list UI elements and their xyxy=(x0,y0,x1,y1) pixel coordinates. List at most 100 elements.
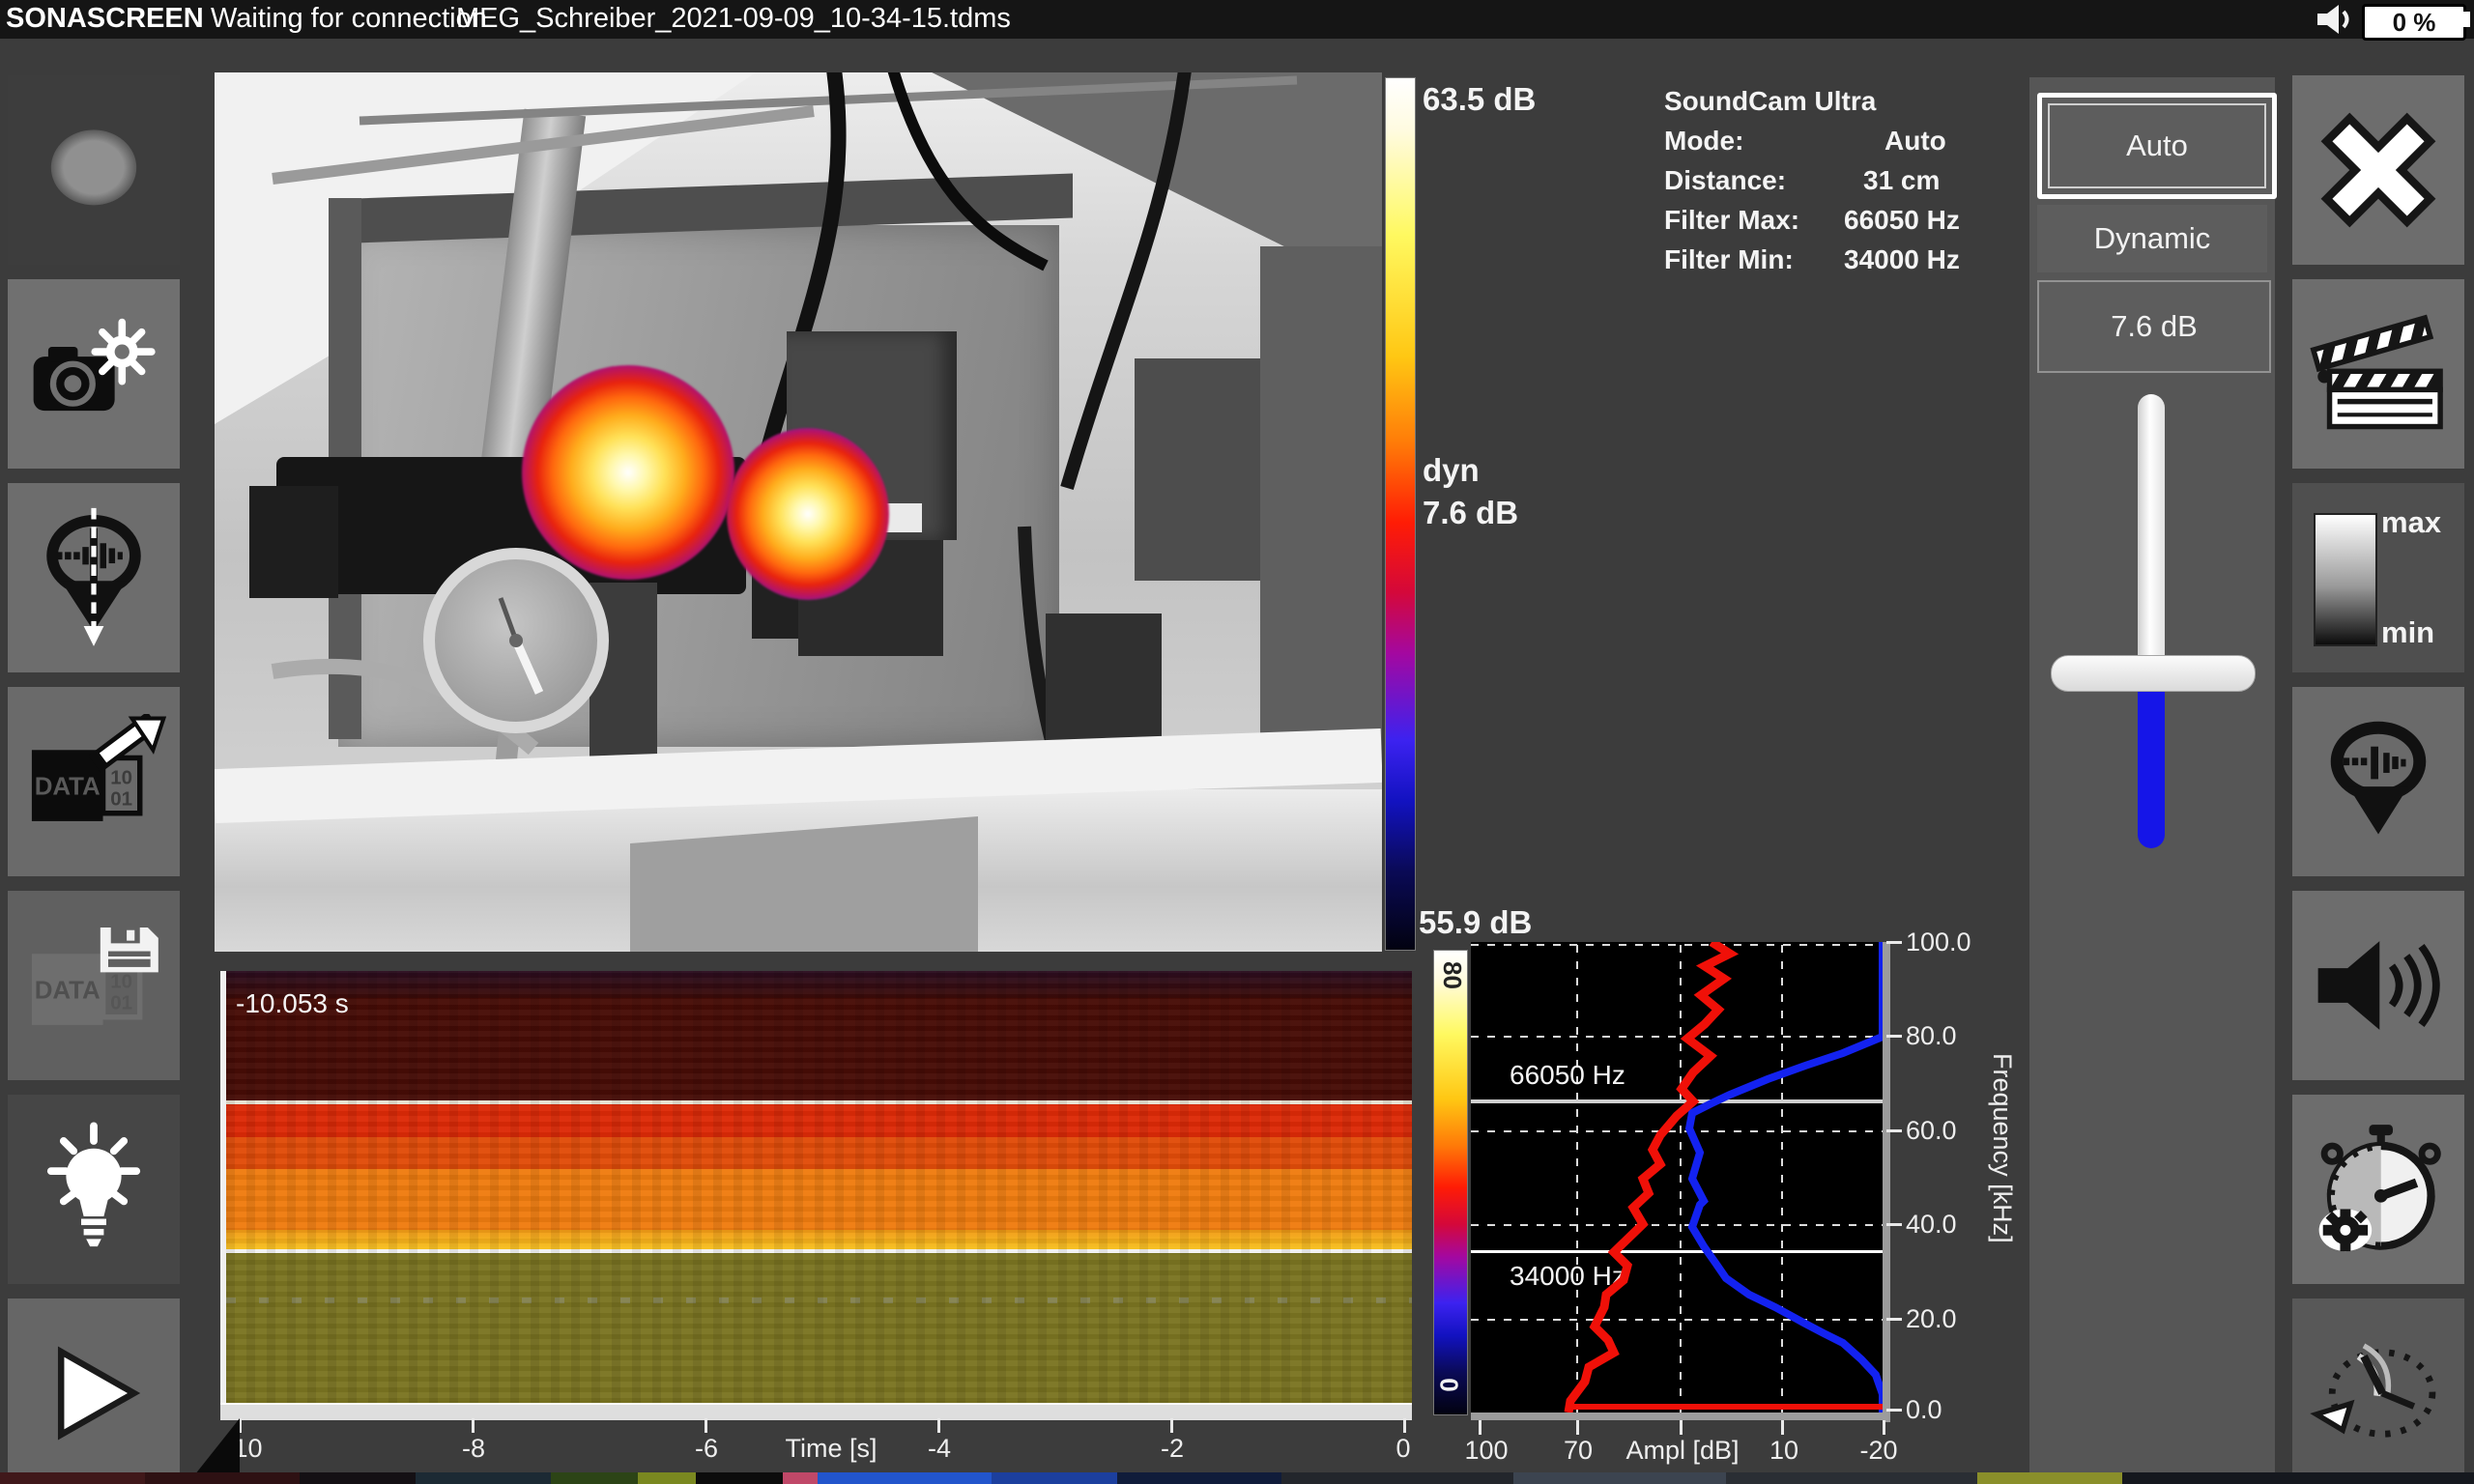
info-label: Distance: xyxy=(1664,165,1787,195)
info-label: Filter Min: xyxy=(1664,244,1794,274)
colorbar-dyn-value: 7.6 dB xyxy=(1423,495,1519,530)
info-value: 34000 Hz xyxy=(1844,244,1960,274)
locate-source-button-right[interactable] xyxy=(2292,687,2464,876)
spectrum-colorbar-min: 0 xyxy=(1434,1378,1464,1392)
mode-auto-label: Auto xyxy=(2126,128,2188,162)
snapshot-button[interactable] xyxy=(8,279,180,469)
camera-view[interactable] xyxy=(215,72,1382,952)
spectrum-plot[interactable]: 66050 Hz 34000 Hz xyxy=(1471,942,1883,1413)
camera-flash-icon xyxy=(33,318,156,412)
svg-text:01: 01 xyxy=(110,992,132,1014)
dynamic-slider-track-upper[interactable] xyxy=(2138,394,2165,661)
battery-level: 0 % xyxy=(2392,7,2436,37)
spectrum-curves xyxy=(1564,942,1883,1413)
filter-min-line xyxy=(1471,1250,1883,1253)
speaker-icon xyxy=(2317,5,2349,34)
close-x-icon xyxy=(2320,112,2436,228)
dynamic-value-button[interactable]: 7.6 dB xyxy=(2037,280,2271,373)
right-unit xyxy=(1135,358,1280,581)
freq-tick: 80.0 xyxy=(1906,1021,1957,1050)
data-save-button[interactable]: DATA 10 01 xyxy=(8,891,180,1080)
freq-axis-label: Frequency [kHz] xyxy=(1988,1053,2017,1243)
speaker-waves-icon xyxy=(2317,941,2440,1030)
freq-axis-bar xyxy=(1883,942,1890,1422)
svg-text:DATA: DATA xyxy=(35,774,101,801)
battery-indicator: 0 % xyxy=(2362,4,2466,41)
spectrum-colorbar xyxy=(1433,950,1468,1415)
close-button[interactable] xyxy=(2292,75,2464,265)
locate-source-button[interactable] xyxy=(8,483,180,672)
colorbar-min-value: 55.9 dB xyxy=(1419,904,1533,940)
time-tick: 0 xyxy=(1395,1434,1411,1463)
ampl-axis-label: Ampl [dB] xyxy=(1625,1436,1740,1465)
svg-text:10: 10 xyxy=(110,971,132,993)
clapperboard-icon xyxy=(2310,314,2443,430)
info-label: Mode: xyxy=(1664,126,1744,156)
timer-settings-button[interactable] xyxy=(2292,1095,2464,1284)
data-save-icon: DATA 10 01 xyxy=(31,928,158,1025)
stopwatch-gear-icon xyxy=(2318,1125,2441,1252)
app-title: SONASCREEN xyxy=(6,3,204,34)
svg-text:DATA: DATA xyxy=(35,978,101,1005)
spectrum-colorbar-max: 80 xyxy=(1437,961,1467,989)
record-circle-icon xyxy=(50,129,137,206)
dynamic-slider-track-lower[interactable] xyxy=(2138,688,2165,848)
colorbar-dyn-label: dyn xyxy=(1423,452,1480,488)
time-tick: -8 xyxy=(461,1434,486,1463)
record-button[interactable] xyxy=(8,75,180,265)
bulb-icon xyxy=(46,1122,141,1247)
battery-nub xyxy=(2463,12,2470,27)
threshold-curve xyxy=(1684,942,1883,1413)
info-value: Auto xyxy=(1884,126,1946,156)
audio-button[interactable] xyxy=(2292,891,2464,1080)
ampl-axis-bar xyxy=(1471,1413,1890,1420)
grayscale-button[interactable]: max min xyxy=(2292,483,2464,672)
manifold-end xyxy=(249,486,338,598)
time-tick: -4 xyxy=(927,1434,952,1463)
level-colorbar xyxy=(1385,77,1416,951)
grayscale-gradient-icon: max min xyxy=(2306,505,2451,650)
dynamic-label: Dynamic xyxy=(2037,205,2267,272)
dynamic-value: 7.6 dB xyxy=(2111,309,2198,343)
time-tick: -2 xyxy=(1160,1434,1185,1463)
measurement-clock-button[interactable] xyxy=(2292,1298,2464,1484)
ampl-tick: -20 xyxy=(1859,1436,1898,1465)
info-value: 66050 Hz xyxy=(1844,205,1960,235)
dynamic-slider-handle[interactable] xyxy=(2051,655,2256,692)
sound-pin-icon xyxy=(2330,721,2427,835)
freq-tick: 100.0 xyxy=(1906,928,1971,956)
filter-min-label: 34000 Hz xyxy=(1510,1261,1625,1291)
svg-text:10: 10 xyxy=(110,767,132,789)
right-column xyxy=(1260,246,1382,768)
acoustic-hotspot-primary xyxy=(522,365,734,580)
title-bar: SONASCREEN Waiting for connection MEG_Sc… xyxy=(0,0,2474,41)
bottom-media-strip xyxy=(0,1472,2474,1484)
info-value: 31 cm xyxy=(1863,165,1941,195)
ampl-tick: 100 xyxy=(1464,1436,1509,1465)
filter-max-label: 66050 Hz xyxy=(1510,1060,1625,1090)
ampl-tick: 10 xyxy=(1769,1436,1799,1465)
video-button[interactable] xyxy=(2292,279,2464,469)
filter-max-line xyxy=(1471,1099,1883,1103)
freq-tick: 40.0 xyxy=(1906,1210,1957,1239)
device-name: SoundCam Ultra xyxy=(1664,86,1877,116)
filter-max-line xyxy=(226,1100,1412,1104)
info-label: Filter Max: xyxy=(1664,205,1800,235)
ampl-tick: 70 xyxy=(1563,1436,1594,1465)
clock-arrow-icon xyxy=(2310,1343,2436,1438)
freq-tick: 0.0 xyxy=(1906,1395,1942,1424)
spectrogram-scrollbar[interactable] xyxy=(220,1403,1412,1420)
scale-min-label: min xyxy=(2381,615,2435,649)
play-button[interactable] xyxy=(8,1298,180,1484)
time-tick: -6 xyxy=(694,1434,719,1463)
scale-max-label: max xyxy=(2381,505,2442,539)
mode-auto-button[interactable]: Auto xyxy=(2037,93,2277,199)
spectrogram[interactable]: -10.053 s xyxy=(220,971,1412,1403)
light-button[interactable] xyxy=(8,1095,180,1284)
data-export-button[interactable]: DATA 10 01 xyxy=(8,687,180,876)
play-icon xyxy=(57,1346,141,1441)
filter-min-line xyxy=(226,1249,1412,1253)
recording-filename: MEG_Schreiber_2021-09-09_10-34-15.tdms xyxy=(456,3,1011,34)
sound-pin-download-icon xyxy=(46,507,141,646)
